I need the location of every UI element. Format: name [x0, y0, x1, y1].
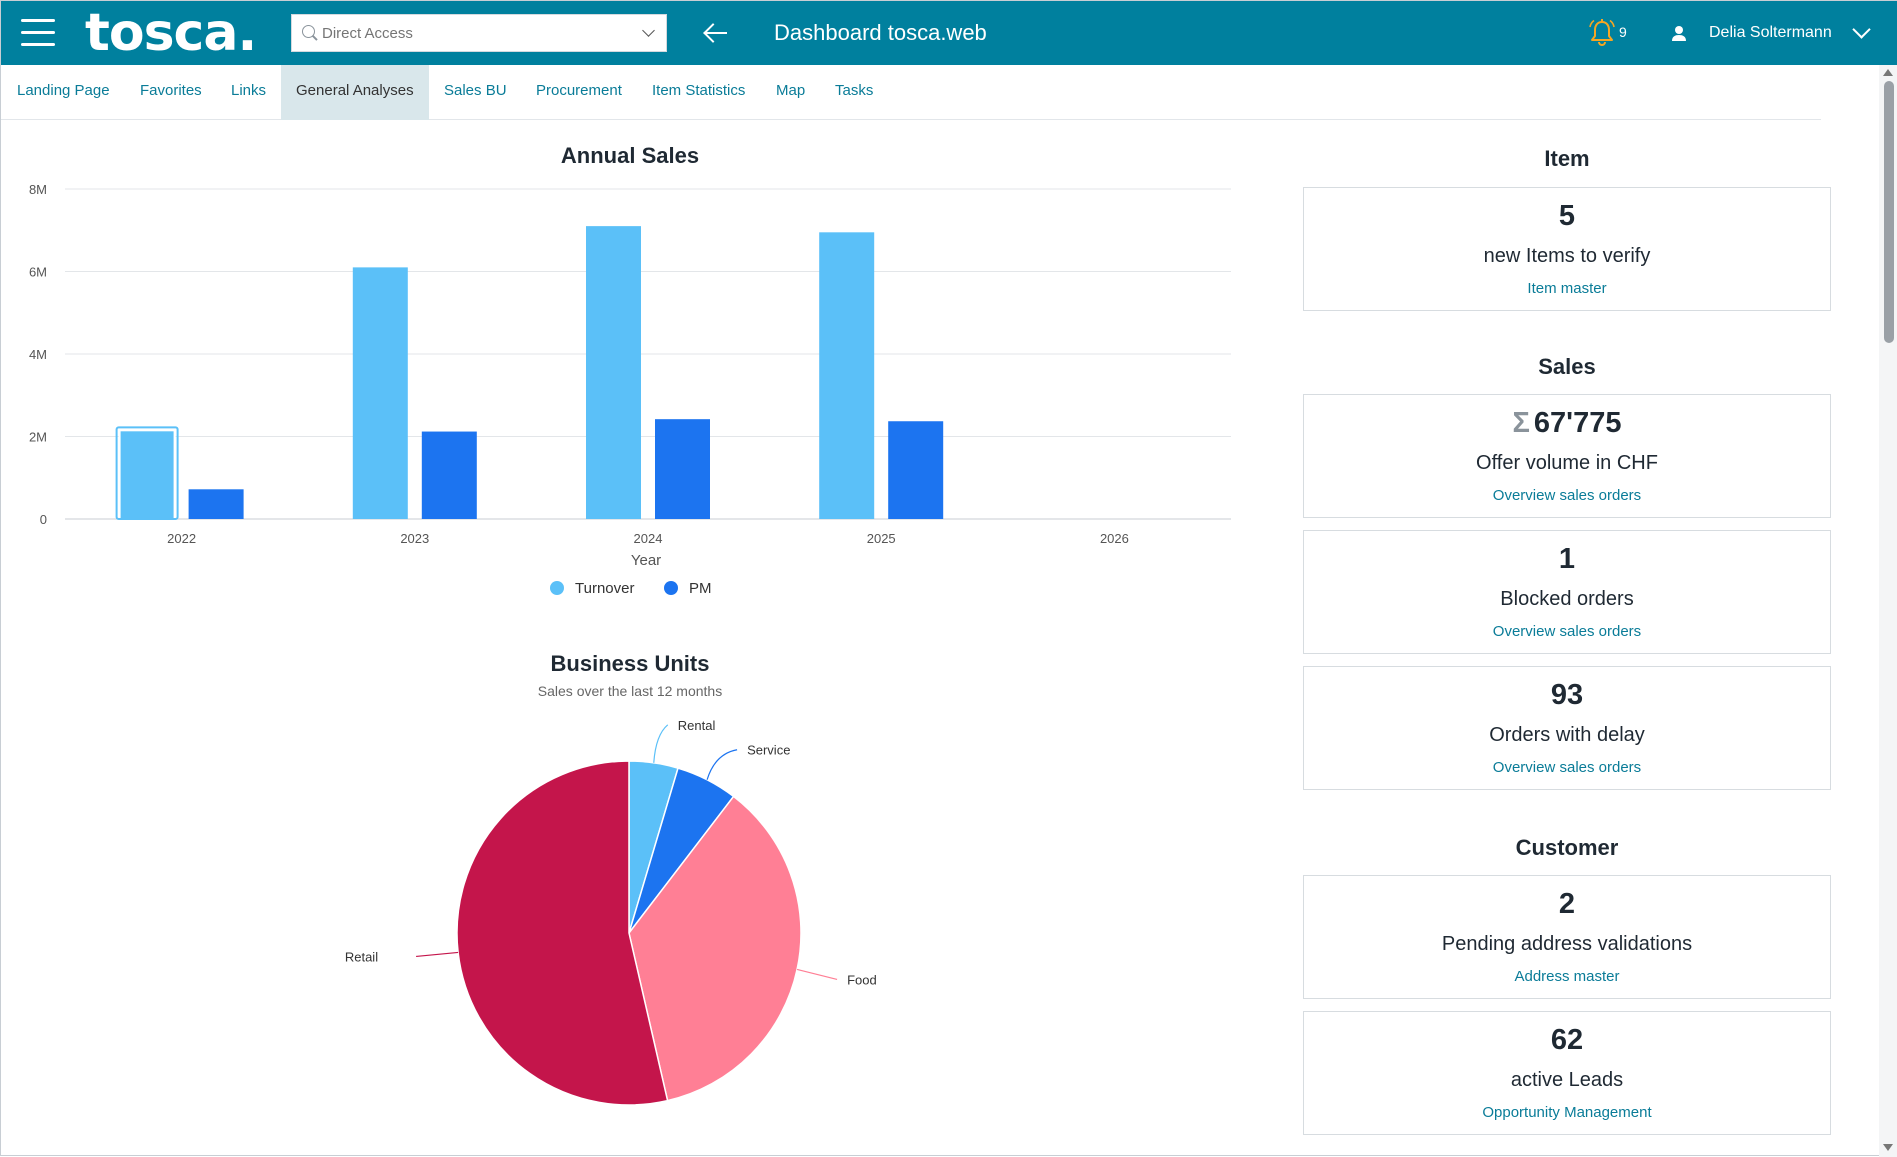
tab-links[interactable]: Links [231, 82, 267, 99]
pie-label-food: Food [847, 972, 877, 987]
overview-sales-orders-link[interactable]: Overview sales orders [1492, 623, 1642, 640]
card-value: 1 [1558, 543, 1576, 575]
x-tick-label: 2023 [400, 531, 429, 546]
annual-sales-title: Annual Sales [560, 143, 700, 168]
direct-access-input[interactable] [322, 24, 632, 42]
bar-pm-2025[interactable] [888, 421, 944, 519]
blocked-orders-card: 1 Blocked orders Overview sales orders [1303, 530, 1831, 654]
card-label: Orders with delay [1489, 724, 1645, 746]
x-tick-label: 2025 [867, 531, 896, 546]
offer-volume-card: Σ 67'775 Offer volume in CHF Overview sal… [1303, 394, 1831, 518]
card-label: Blocked orders [1500, 588, 1634, 610]
card-label: new Items to verify [1483, 245, 1651, 267]
card-value: 5 [1558, 200, 1576, 232]
pie-slice-retail[interactable] [456, 760, 669, 1106]
tab-tasks[interactable]: Tasks [835, 82, 874, 99]
pie-label-line [796, 968, 838, 981]
pie-label-line [706, 749, 738, 780]
orders-with-delay-card: 93 Orders with delay Overview sales orde… [1303, 666, 1831, 790]
pie-label-rental: Rental [678, 718, 716, 733]
offer-volume-value: 67'775 [1533, 407, 1622, 439]
bar-pm-2022[interactable] [188, 489, 244, 519]
card-label: Pending address validations [1441, 933, 1693, 955]
legend-label-pm[interactable]: PM [689, 580, 712, 597]
scroll-down-arrow-icon[interactable] [1883, 1144, 1893, 1151]
card-label: Offer volume in CHF [1476, 452, 1658, 474]
customer-section-title: Customer [1515, 835, 1619, 860]
tab-item-statistics[interactable]: Item Statistics [652, 82, 746, 99]
item-section-title: Item [1544, 146, 1590, 171]
legend-marker-turnover[interactable] [550, 581, 564, 595]
bar-pm-2023[interactable] [421, 431, 477, 519]
bar-turnover-2023[interactable] [352, 267, 408, 519]
overview-sales-orders-link[interactable]: Overview sales orders [1492, 487, 1642, 504]
y-tick-label: 4M [29, 347, 47, 362]
tab-bar: Landing Page Favorites Links General Ana… [1, 65, 1821, 120]
card-value: 2 [1558, 888, 1576, 920]
tab-favorites[interactable]: Favorites [140, 82, 202, 99]
tab-sales-bu[interactable]: Sales BU [444, 82, 507, 99]
y-tick-label: 2M [29, 430, 47, 445]
new-items-card: 5 new Items to verify Item master [1303, 187, 1831, 311]
tab-map[interactable]: Map [776, 82, 806, 99]
legend-marker-pm[interactable] [664, 581, 678, 595]
bar-turnover-2024[interactable] [586, 226, 641, 519]
chevron-down-icon[interactable] [632, 14, 666, 52]
scrollbar-thumb[interactable] [1884, 81, 1894, 343]
bar-turnover-2022[interactable] [118, 429, 176, 520]
legend-label-turnover[interactable]: Turnover [575, 580, 634, 597]
y-tick-label: 8M [29, 182, 47, 197]
tab-general-analyses[interactable]: General Analyses [281, 65, 429, 120]
app-logo[interactable]: tosca. [85, 3, 257, 63]
pie-label-retail: Retail [345, 949, 378, 964]
bar-hover-outline [115, 426, 179, 520]
x-tick-label: 2024 [634, 531, 663, 546]
address-master-link[interactable]: Address master [1514, 968, 1620, 985]
hamburger-menu-icon[interactable] [21, 17, 57, 47]
user-name[interactable]: Delia Soltermann [1709, 24, 1832, 41]
scroll-up-arrow-icon[interactable] [1883, 69, 1893, 76]
item-master-link[interactable]: Item master [1527, 280, 1607, 297]
opportunity-management-link[interactable]: Opportunity Management [1482, 1104, 1652, 1121]
sales-section-title: Sales [1538, 354, 1596, 379]
sum-icon: Σ [1512, 407, 1530, 439]
overview-sales-orders-link[interactable]: Overview sales orders [1492, 759, 1642, 776]
x-tick-label: 2022 [167, 531, 196, 546]
y-tick-label: 6M [29, 265, 47, 280]
card-value: 93 [1550, 679, 1584, 711]
notification-count[interactable]: 9 [1619, 24, 1627, 40]
search-icon [292, 14, 322, 52]
pie-label-service: Service [747, 743, 790, 758]
active-leads-card: 62 active Leads Opportunity Management [1303, 1011, 1831, 1135]
annual-sales-chart: 0 2M 4M 6M 8M 2022 2023 2024 2025 2026 Year Turnove… [29, 182, 1231, 597]
user-menu-chevron-icon[interactable] [1851, 23, 1873, 41]
top-bar: tosca. Dashboard tosca.web 9 Delia Solte… [1, 1, 1897, 65]
page-title: Dashboard tosca.web [774, 20, 987, 45]
card-value: 62 [1550, 1024, 1584, 1056]
x-tick-label: 2026 [1100, 531, 1129, 546]
direct-access-search[interactable] [291, 14, 667, 52]
y-tick-label: 0 [40, 512, 47, 527]
card-label: active Leads [1510, 1069, 1624, 1091]
business-units-pie-chart: Rental Service Food Retail [345, 718, 877, 1106]
bar-turnover-2025[interactable] [819, 232, 875, 519]
pending-address-card: 2 Pending address validations Address ma… [1303, 875, 1831, 999]
x-axis-label: Year [631, 552, 661, 569]
user-icon [1672, 26, 1686, 41]
tab-landing-page[interactable]: Landing Page [17, 82, 110, 99]
bar-pm-2024[interactable] [655, 419, 710, 519]
notification-bell-icon[interactable] [1586, 17, 1618, 49]
business-units-title: Business Units [550, 651, 710, 676]
pie-label-line [653, 724, 669, 763]
tab-procurement[interactable]: Procurement [536, 82, 622, 99]
pie-label-line [416, 951, 459, 958]
card-value: Σ 67'775 [1304, 407, 1830, 440]
back-arrow-icon[interactable] [701, 17, 731, 49]
business-units-subtitle: Sales over the last 12 months [537, 683, 723, 699]
